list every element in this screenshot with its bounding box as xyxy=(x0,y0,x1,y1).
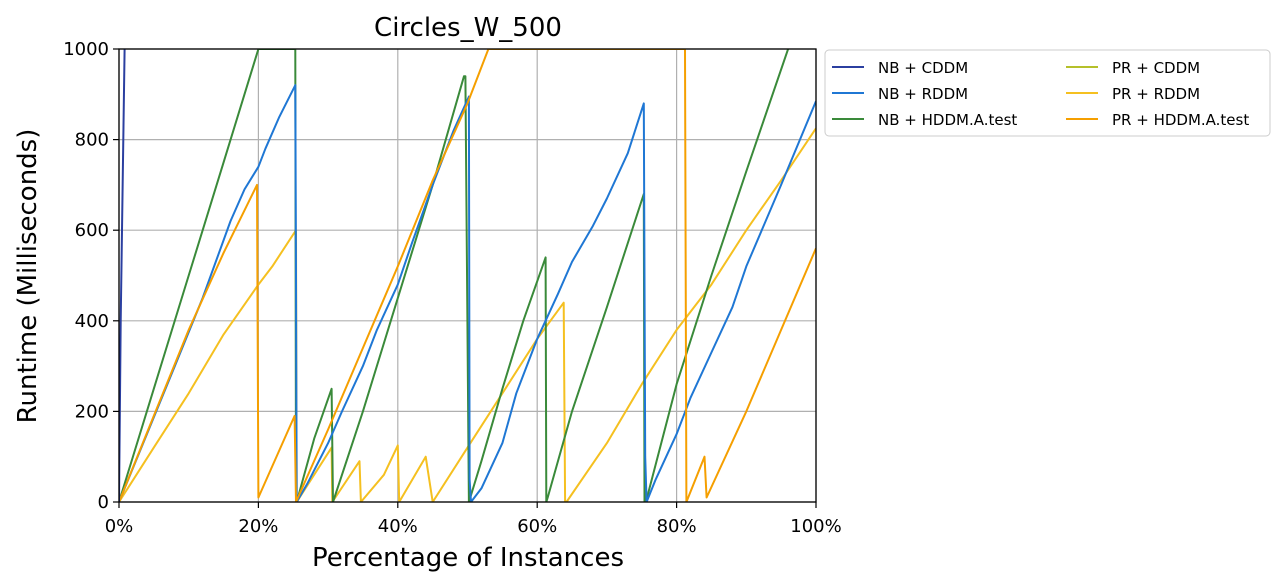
x-tick-label: 80% xyxy=(657,516,697,537)
series-layer xyxy=(119,49,816,502)
series-line-nb-rddm xyxy=(119,84,816,502)
x-axis-label: Percentage of Instances xyxy=(312,543,624,573)
chart-title: Circles_W_500 xyxy=(374,13,562,43)
legend: NB + CDDM NB + RDDM NB + HDDM.A.test PR + C… xyxy=(824,49,1271,137)
y-tick-label: 1000 xyxy=(63,39,109,60)
plot-frame xyxy=(118,48,817,503)
y-tick-label: 400 xyxy=(75,311,109,332)
series-line-pr-rddm xyxy=(119,127,816,502)
legend-label: NB + HDDM.A.test xyxy=(878,111,1017,129)
y-tick-label: 0 xyxy=(98,492,109,513)
x-tick-label: 0% xyxy=(105,516,134,537)
series-line-pr-hddm xyxy=(119,49,816,502)
y-tick-label: 800 xyxy=(75,130,109,151)
legend-label: NB + RDDM xyxy=(878,85,968,103)
y-tick-label: 600 xyxy=(75,220,109,241)
axes: 0% 20% 40% 60% 80% 100% 0 200 400 600 800 1000 xyxy=(63,39,842,537)
x-tick-label: 60% xyxy=(517,516,557,537)
legend-label: NB + CDDM xyxy=(878,59,968,77)
y-tick-label: 200 xyxy=(75,401,109,422)
series-line-nb-cddm xyxy=(119,49,126,502)
x-tick-label: 20% xyxy=(238,516,278,537)
legend-label: PR + RDDM xyxy=(1112,85,1200,103)
x-tick-label: 100% xyxy=(790,516,841,537)
legend-label: PR + HDDM.A.test xyxy=(1112,111,1249,129)
y-axis-label: Runtime (Milliseconds) xyxy=(13,129,43,424)
legend-box xyxy=(824,49,1271,137)
x-tick-label: 40% xyxy=(378,516,418,537)
series-line-nb-hddm-a-test xyxy=(119,49,790,502)
legend-label: PR + CDDM xyxy=(1112,59,1200,77)
